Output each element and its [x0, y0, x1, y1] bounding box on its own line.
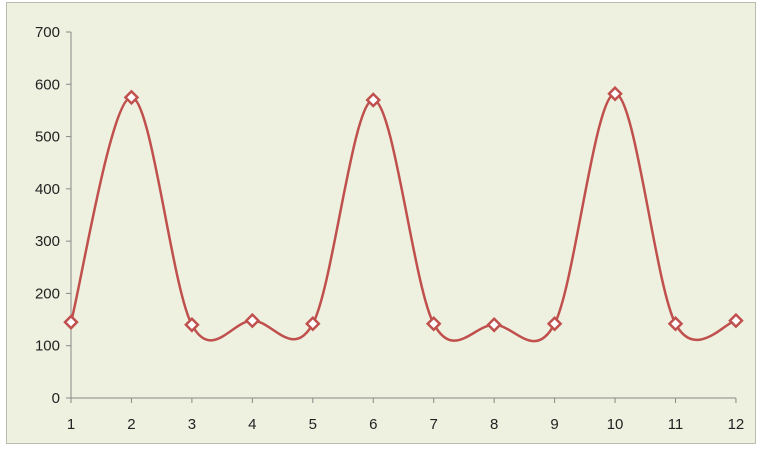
- data-point-marker: [667, 315, 684, 332]
- x-tick-label: 12: [728, 416, 745, 433]
- data-point-marker: [365, 92, 382, 108]
- data-point-marker: [486, 317, 502, 333]
- data-point-marker: [184, 317, 200, 333]
- y-tick-label: 700: [35, 24, 60, 41]
- x-tick-label: 2: [127, 416, 135, 433]
- x-tick-label: 4: [248, 416, 256, 433]
- x-tick-label: 8: [490, 416, 498, 433]
- x-tick-label: 10: [607, 416, 624, 433]
- x-tick-label: 5: [309, 416, 317, 433]
- series-line: [69, 92, 737, 343]
- y-tick-label: 200: [35, 285, 60, 302]
- x-tick-label: 1: [67, 416, 75, 433]
- x-tick-label: 3: [188, 416, 196, 433]
- data-point-marker: [425, 315, 442, 332]
- x-tick-label: 9: [550, 416, 558, 433]
- data-point-marker: [546, 315, 563, 332]
- y-tick-label: 600: [35, 76, 60, 93]
- x-tick-label: 6: [369, 416, 377, 433]
- axes: [66, 31, 737, 403]
- x-tick-label: 11: [668, 416, 684, 433]
- chart-area: [6, 2, 756, 444]
- series-line-layer: [69, 92, 737, 343]
- data-point-marker: [607, 85, 623, 102]
- x-tick-label: 7: [430, 416, 438, 433]
- y-tick-label: 300: [35, 233, 60, 250]
- y-tick-label: 100: [35, 338, 60, 355]
- y-tick-label: 400: [35, 181, 60, 198]
- data-point-marker: [63, 314, 79, 330]
- data-point-marker: [244, 312, 261, 329]
- y-tick-label: 0: [52, 390, 60, 407]
- markers-layer: [63, 85, 744, 333]
- y-tick-label: 500: [35, 129, 60, 146]
- data-point-marker: [123, 89, 140, 106]
- data-point-marker: [305, 315, 321, 332]
- data-point-marker: [728, 312, 744, 329]
